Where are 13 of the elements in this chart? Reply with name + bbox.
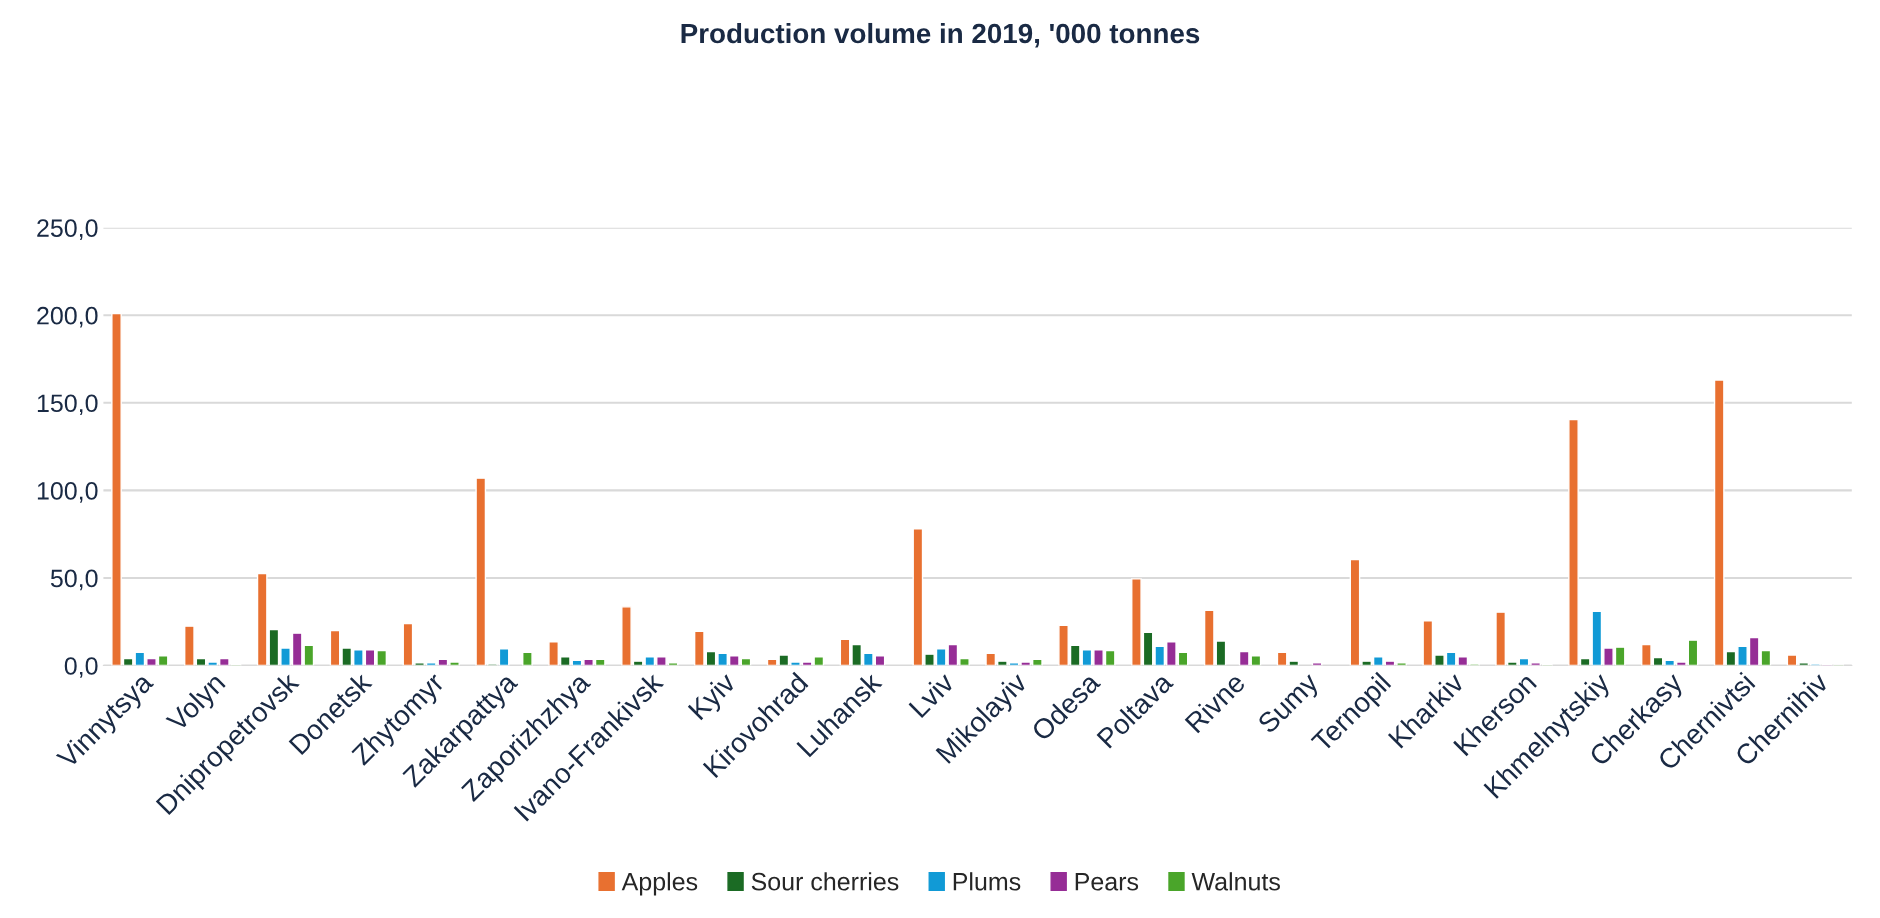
y-tick-label: 100,0 <box>37 482 98 503</box>
bar <box>522 651 533 666</box>
y-tick-label: 150,0 <box>37 394 98 416</box>
y-tick-label: 0,0 <box>64 657 98 678</box>
y-tick-label: 200,0 <box>37 306 98 328</box>
legend-label: Apples <box>621 872 698 896</box>
y-tick-label: 50,0 <box>50 569 98 591</box>
legend-label: Walnuts <box>1191 872 1280 891</box>
legend-label: Plums <box>953 872 1021 891</box>
chart-title: Production volume in 2019, '000 tonnes <box>681 22 1200 48</box>
legend-label: Sour cherries <box>751 872 899 891</box>
y-tick-label: 250,0 <box>37 219 98 240</box>
legend-label: Pears <box>1075 873 1139 891</box>
